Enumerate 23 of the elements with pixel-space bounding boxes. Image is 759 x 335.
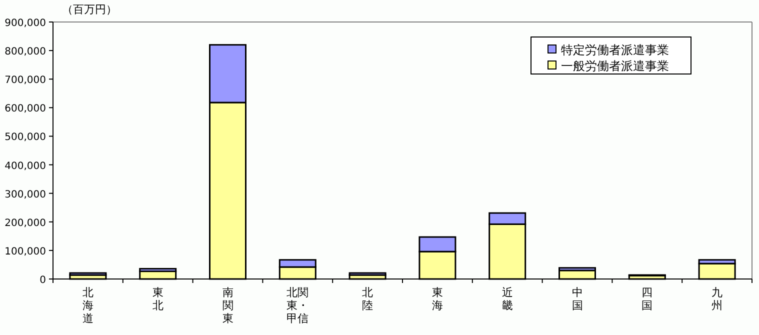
y-tick-label: 600,000 [4, 104, 46, 115]
y-tick-label: 500,000 [4, 132, 46, 144]
x-tick-label: 北関東・甲信 [286, 286, 310, 325]
x-tick-label: 東北 [152, 286, 164, 312]
legend-label: 一般労働者派遣事業 [561, 59, 669, 73]
y-tick-label: 800,000 [4, 46, 46, 58]
y-tick-label: 900,000 [4, 18, 46, 29]
x-tick-label: 四国 [641, 286, 654, 312]
x-tick-label: 北海道 [82, 286, 94, 325]
x-tick-label: 中国 [571, 286, 584, 312]
x-tick-label: 北陸 [362, 286, 374, 312]
y-tick-label: 200,000 [4, 218, 46, 229]
y-tick-label: 0 [40, 275, 46, 286]
y-tick-label: 300,000 [4, 189, 46, 200]
y-tick-label: 400,000 [4, 160, 46, 172]
legend-label: 特定労働者派遣事業 [561, 43, 669, 57]
x-tick-label: 南関東 [222, 286, 234, 325]
y-axis-title: （百万円） [62, 3, 117, 16]
x-tick-label: 九州 [711, 286, 724, 312]
x-tick-label: 近畿 [501, 286, 514, 312]
y-tick-label: 700,000 [4, 75, 46, 86]
y-tick-label: 100,000 [4, 246, 46, 258]
x-tick-label: 東海 [431, 286, 444, 312]
